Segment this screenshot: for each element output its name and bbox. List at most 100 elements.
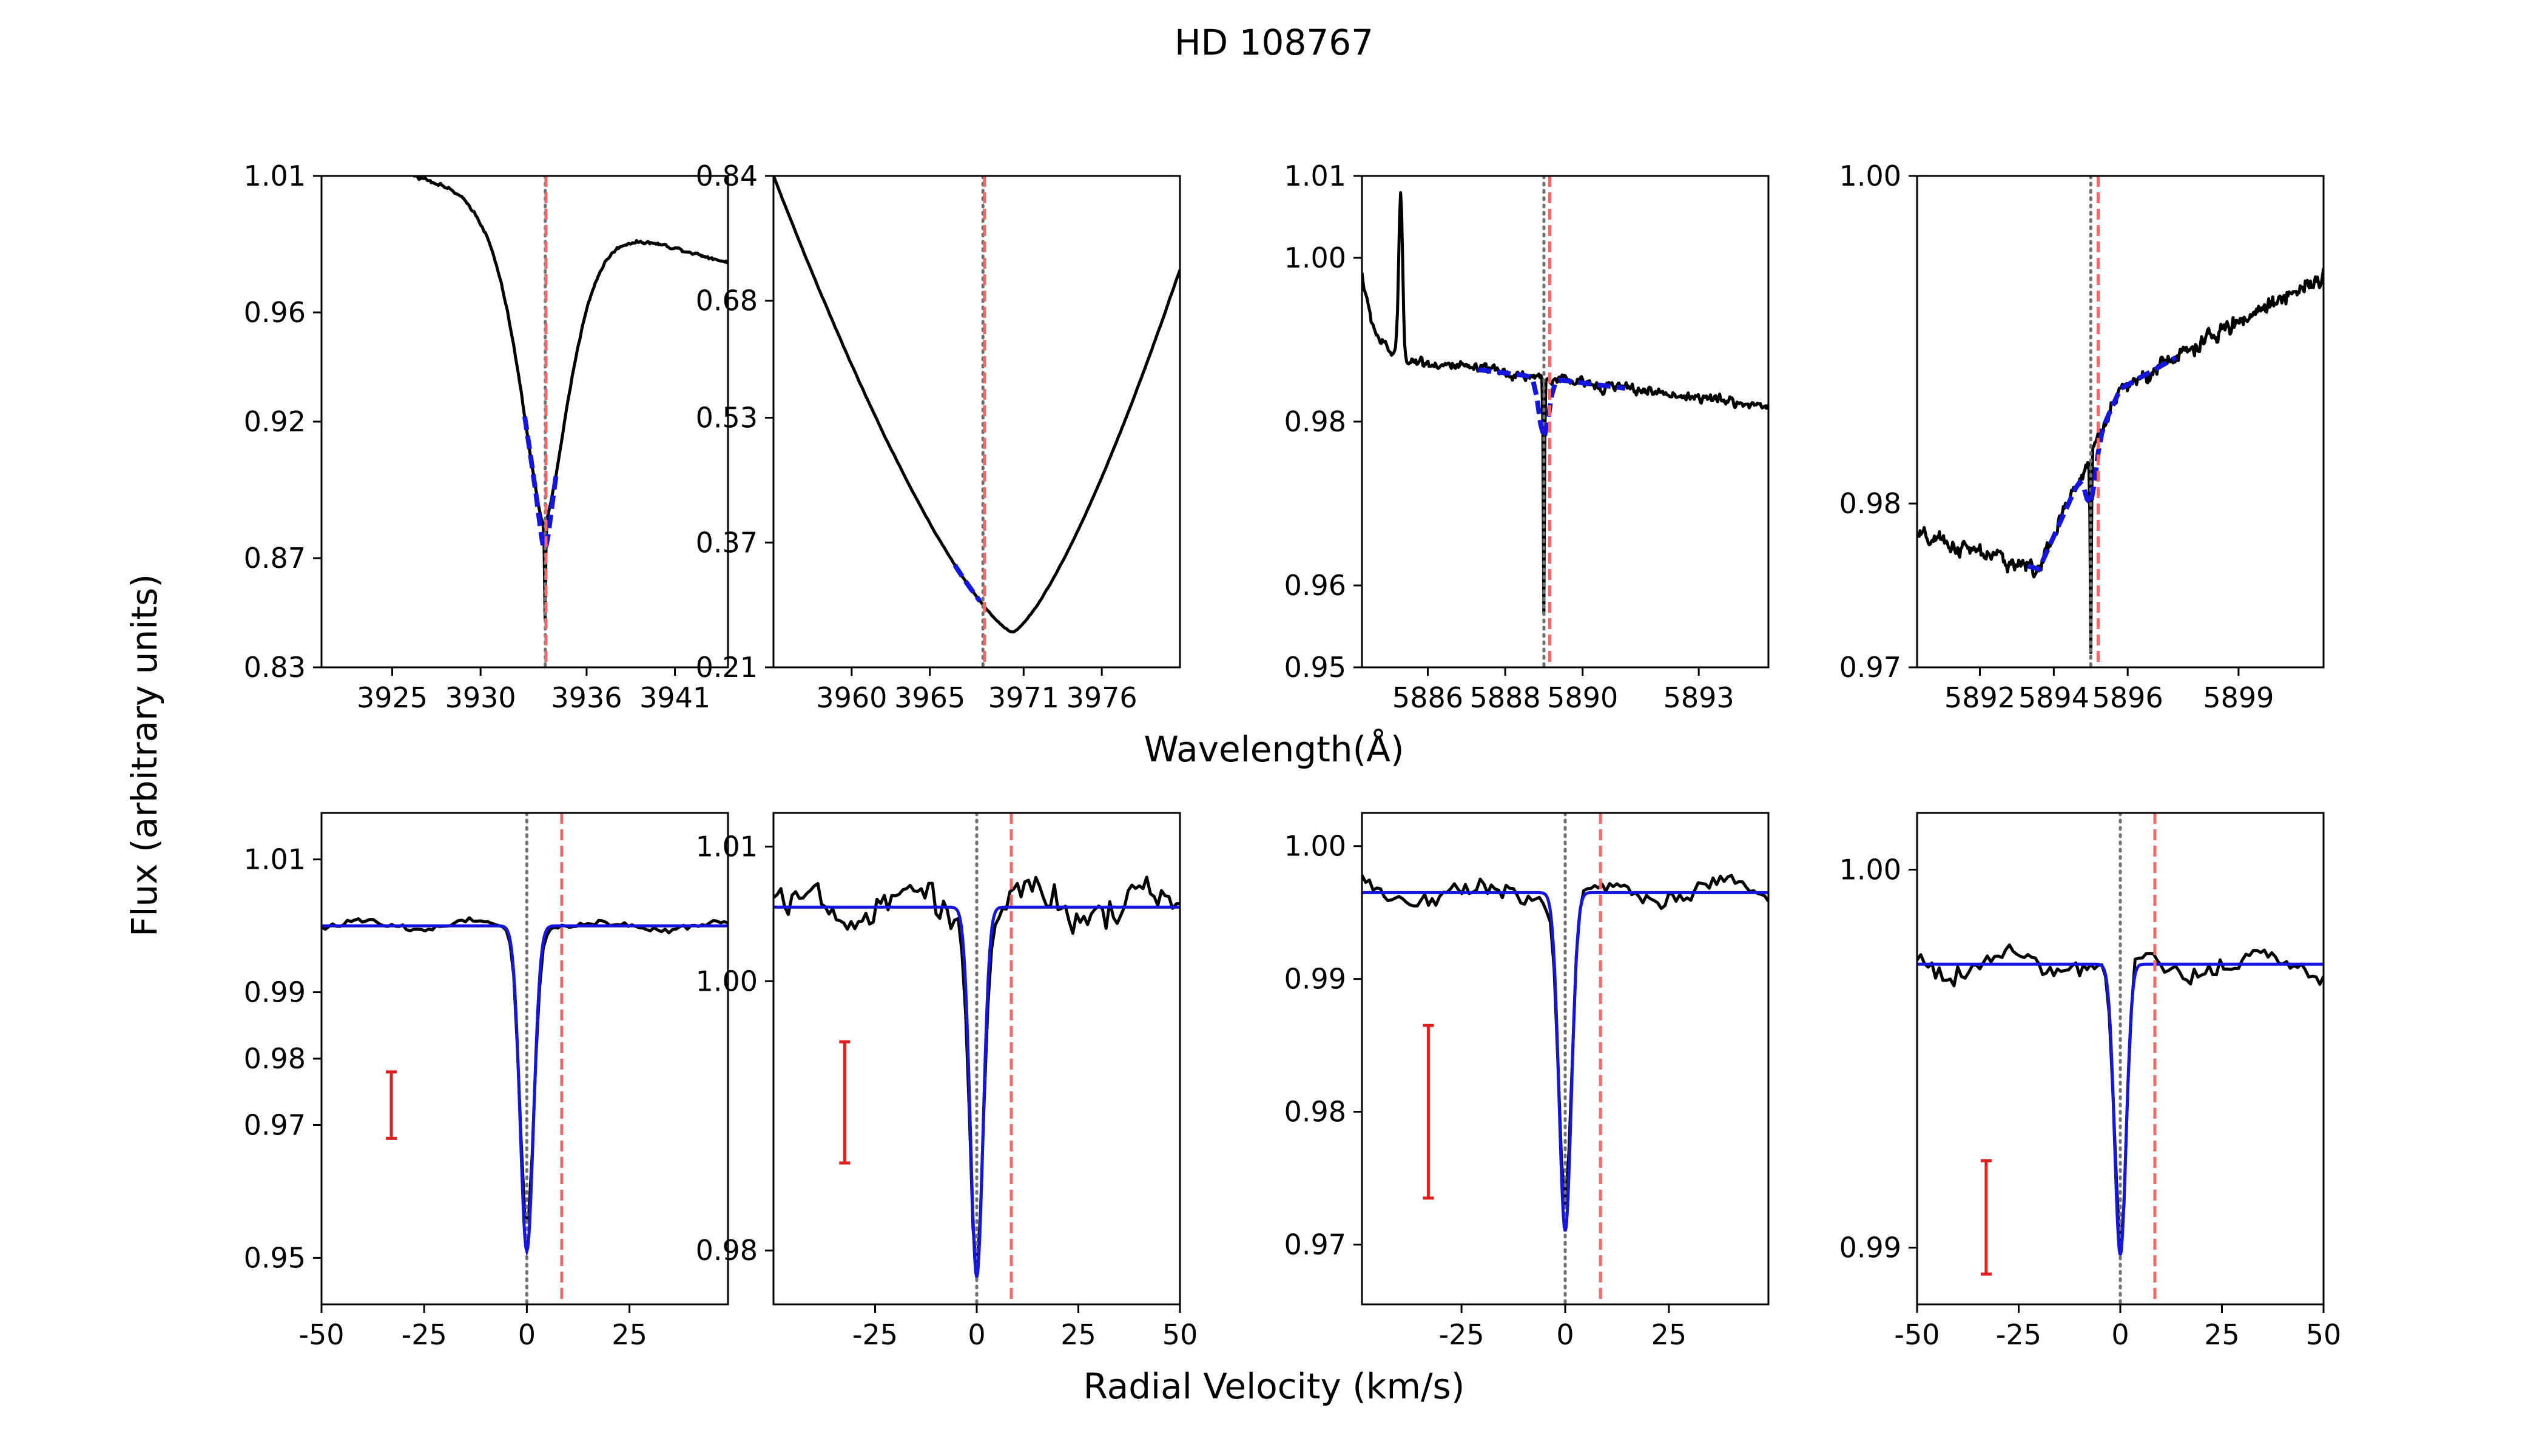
model-fit-line xyxy=(1477,367,1626,438)
x-tick-label: 25 xyxy=(1651,1318,1687,1351)
panel-top-2: 3960 3965 3971 3976 0.21 0.37 0.53 0.68 0.84 xyxy=(696,160,1181,714)
model-fit-line xyxy=(2027,356,2177,572)
y-tick-label: 0.98 xyxy=(244,1042,306,1075)
x-tick-label: 0 xyxy=(1556,1318,1574,1351)
y-tick-label: 1.00 xyxy=(1839,853,1901,886)
y-tick-label: 0.98 xyxy=(1284,1096,1346,1128)
y-tick-label: 0.99 xyxy=(1284,963,1346,996)
model-fit-line xyxy=(1917,962,2324,1256)
y-tick-label: 1.01 xyxy=(1284,160,1346,192)
y-tick-label: 0.53 xyxy=(696,402,758,434)
plot-area xyxy=(774,176,1180,667)
panel-top-1: 3925 3930 3936 3941 0.83 0.87 0.92 0.96 1.01 xyxy=(244,160,729,714)
y-tick-label: 0.96 xyxy=(244,296,306,329)
x-tick-label: -25 xyxy=(402,1318,447,1351)
plot-area xyxy=(1362,813,1768,1304)
x-tick-label: 0 xyxy=(968,1318,985,1351)
y-tick-label: 0.83 xyxy=(244,651,306,684)
y-tick-label: 1.01 xyxy=(244,160,306,192)
model-fit-line xyxy=(952,564,982,603)
x-tick-label: 25 xyxy=(612,1318,647,1351)
x-tick-label: 3960 xyxy=(816,681,887,714)
data-spectrum-line xyxy=(1917,268,2324,655)
error-bar xyxy=(386,1070,397,1140)
x-tick-label: 5894 xyxy=(2018,681,2089,714)
x-tick-label: 5886 xyxy=(1392,681,1463,714)
y-tick-label: 1.00 xyxy=(696,965,758,997)
y-tick-label: 0.98 xyxy=(696,1234,758,1267)
y-tick-label: 0.37 xyxy=(696,526,758,559)
panel-bottom-1: -50 -25 0 25 0.95 0.97 0.98 0.99 1.01 xyxy=(244,812,729,1351)
error-bar xyxy=(1980,1159,1992,1276)
x-tick-label: -50 xyxy=(298,1318,344,1351)
x-tick-label: 3976 xyxy=(1067,681,1138,714)
axes-frame xyxy=(1916,175,2325,669)
y-tick-label: 0.95 xyxy=(244,1241,306,1274)
x-tick-label: -50 xyxy=(1894,1318,1940,1351)
y-tick-label: 1.00 xyxy=(1284,241,1346,274)
y-tick-label: 0.98 xyxy=(1284,405,1346,438)
y-tick-label: 0.84 xyxy=(696,160,758,192)
x-tick-label: 3965 xyxy=(894,681,965,714)
y-tick-label: 1.01 xyxy=(244,843,306,876)
model-fit-line xyxy=(322,924,728,1258)
panel-bottom-2: -25 0 25 50 0.98 1.00 1.01 xyxy=(696,812,1198,1351)
y-tick-label: 0.99 xyxy=(1839,1232,1901,1264)
plot-area xyxy=(774,813,1180,1304)
x-tick-label: 0 xyxy=(518,1318,536,1351)
x-tick-label: 5888 xyxy=(1470,681,1541,714)
figure-title: HD 108767 xyxy=(1175,22,1373,63)
plot-area xyxy=(410,176,728,667)
y-tick-label: 0.96 xyxy=(1284,569,1346,602)
x-tick-label: 25 xyxy=(2204,1318,2240,1351)
panel-top-3: 5886 5888 5890 5893 0.95 0.96 0.98 1.00 1.01 xyxy=(1284,160,1770,714)
x-tick-label: -25 xyxy=(1439,1318,1485,1351)
plot-area xyxy=(322,813,728,1304)
x-tick-label: 25 xyxy=(1060,1318,1096,1351)
x-tick-label: -25 xyxy=(852,1318,898,1351)
y-tick-label: 0.98 xyxy=(1839,487,1901,520)
x-tick-label: 3925 xyxy=(357,681,428,714)
x-tick-label: 5890 xyxy=(1547,681,1618,714)
error-bar xyxy=(1423,1023,1434,1200)
x-tick-label: 3971 xyxy=(988,681,1059,714)
y-tick-label: 0.87 xyxy=(244,542,306,575)
y-tick-label: 0.95 xyxy=(1284,651,1346,684)
x-tick-label: 5896 xyxy=(2092,681,2163,714)
y-tick-label: 0.92 xyxy=(244,405,306,438)
y-tick-label: 1.01 xyxy=(696,830,758,863)
x-axis-label-radial-velocity: Radial Velocity (km/s) xyxy=(1084,1366,1465,1407)
x-tick-label: 0 xyxy=(2111,1318,2129,1351)
error-bar xyxy=(839,1040,851,1165)
x-tick-label: 50 xyxy=(1162,1318,1198,1351)
x-tick-label: 3941 xyxy=(639,681,710,714)
x-axis-label-wavelength: Wavelength(Å) xyxy=(1144,728,1404,770)
panel-bottom-4: -50 -25 0 25 50 0.99 1.00 xyxy=(1839,812,2342,1351)
x-tick-label: 3936 xyxy=(551,681,622,714)
y-tick-label: 0.21 xyxy=(696,651,758,684)
plot-area xyxy=(1917,176,2324,667)
x-tick-label: 3930 xyxy=(445,681,516,714)
x-tick-label: 50 xyxy=(2306,1318,2342,1351)
x-tick-label: 5892 xyxy=(1944,681,2015,714)
model-fit-line xyxy=(774,905,1180,1278)
x-tick-label: -25 xyxy=(1996,1318,2041,1351)
axes-frame xyxy=(772,175,1181,669)
panel-top-4: 5892 5894 5896 5899 0.97 0.98 1.00 xyxy=(1839,160,2325,714)
y-tick-label: 0.97 xyxy=(1839,651,1901,684)
y-tick-label: 0.97 xyxy=(244,1108,306,1141)
panels: 3925 3930 3936 3941 0.83 0.87 0.92 0.96 1.01 3960… xyxy=(244,160,2342,1351)
plot-area xyxy=(1917,813,2324,1304)
panel-bottom-3: -25 0 25 0.97 0.98 0.99 1.00 xyxy=(1284,812,1770,1351)
x-tick-label: 5893 xyxy=(1663,681,1734,714)
data-spectrum-line xyxy=(774,176,1180,634)
y-axis-label: Flux (arbitrary units) xyxy=(124,574,165,937)
y-tick-label: 1.00 xyxy=(1284,830,1346,863)
data-spectrum-line xyxy=(1362,191,1768,616)
y-tick-label: 0.99 xyxy=(244,976,306,1009)
y-tick-label: 1.00 xyxy=(1839,160,1901,192)
model-fit-line xyxy=(1362,891,1768,1232)
data-spectrum-line xyxy=(1362,874,1768,1206)
plot-area xyxy=(1362,176,1768,667)
